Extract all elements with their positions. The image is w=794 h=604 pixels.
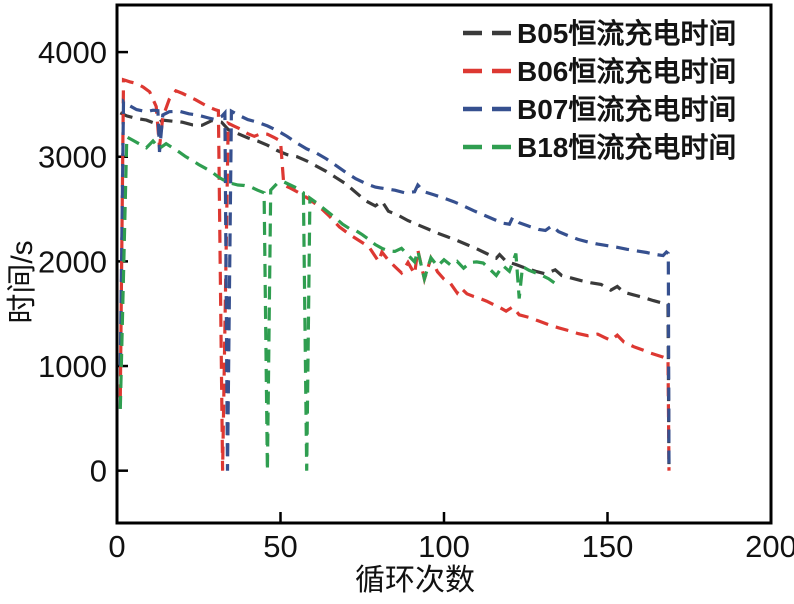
legend-label-b18: B18恒流充电时间 xyxy=(517,131,736,163)
x-tick-label: 50 xyxy=(263,529,297,564)
y-tick-label: 3000 xyxy=(38,140,107,175)
x-tick-label: 200 xyxy=(745,529,794,564)
series-line-b05 xyxy=(119,111,671,471)
x-tick-label: 150 xyxy=(582,529,634,564)
legend-label-b06: B06恒流充电时间 xyxy=(517,55,736,87)
y-tick-label: 1000 xyxy=(38,349,107,384)
x-axis-title: 循环次数 xyxy=(355,564,475,597)
x-tick-label: 100 xyxy=(418,529,470,564)
y-tick-label: 4000 xyxy=(38,35,107,70)
series-line-b18 xyxy=(118,134,557,471)
y-tick-label: 2000 xyxy=(38,244,107,279)
legend-label-b07: B07恒流充电时间 xyxy=(517,93,736,125)
y-axis-title: 时间/s xyxy=(6,240,39,323)
series-line-b07 xyxy=(118,98,671,471)
x-tick-label: 0 xyxy=(108,529,125,564)
legend-label-b05: B05恒流充电时间 xyxy=(517,17,736,49)
y-tick-label: 0 xyxy=(90,454,107,489)
series-line-b06 xyxy=(118,77,671,471)
